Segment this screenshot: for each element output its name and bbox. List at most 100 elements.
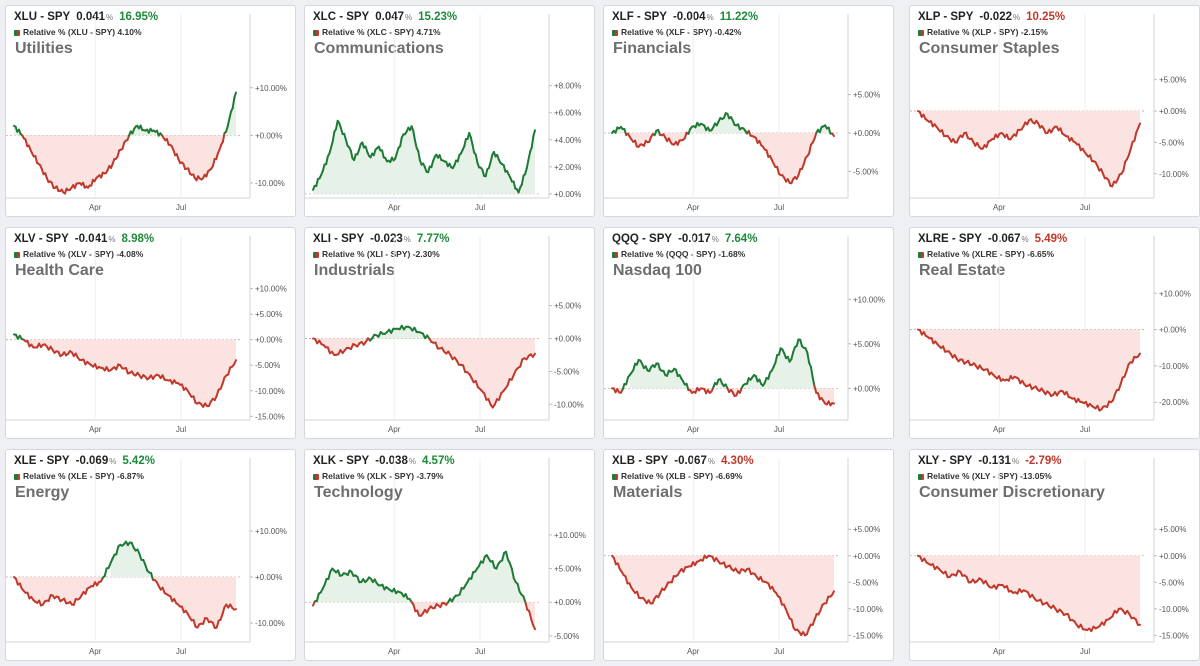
chart-panel[interactable]: XLB - SPY -0.067% 4.30% Relative % (XLB - S… bbox=[603, 449, 894, 661]
sector-title: Utilities bbox=[15, 40, 73, 57]
y-tick-label: +5.00% bbox=[853, 525, 880, 534]
x-tick-label: Jul bbox=[774, 647, 784, 656]
y-tick-label: +0.00% bbox=[554, 598, 581, 607]
relative-legend: Relative % (XLP - SPY) -2.15% bbox=[918, 27, 1048, 37]
chart-panel[interactable]: XLK - SPY -0.038% 4.57% Relative % (XLK - S… bbox=[304, 449, 595, 661]
series-line-segment bbox=[1133, 131, 1138, 142]
y-tick-label: -5.00% bbox=[554, 632, 579, 641]
series-line-segment bbox=[323, 577, 328, 586]
chart-panel[interactable]: XLE - SPY -0.069% 5.42% Relative % (XLE - S… bbox=[5, 449, 296, 661]
series-line-segment bbox=[632, 362, 637, 372]
sector-title: Technology bbox=[314, 484, 403, 501]
x-tick-label: Jul bbox=[176, 425, 186, 434]
series-line-segment bbox=[483, 392, 488, 401]
series-line-segment bbox=[489, 153, 494, 164]
relative-label: Relative % (XLB - SPY) -6.69% bbox=[621, 471, 743, 481]
series-line-segment bbox=[512, 180, 517, 190]
series-line-segment bbox=[501, 551, 506, 562]
series-line-segment bbox=[202, 617, 207, 625]
area-above-zero bbox=[314, 568, 412, 603]
relative-label: Relative % (XLK - SPY) -3.79% bbox=[322, 471, 444, 481]
series-line-segment bbox=[795, 338, 800, 348]
ticker-value: -0.041 bbox=[74, 233, 108, 245]
series-line-segment bbox=[767, 371, 772, 380]
series-line-segment bbox=[430, 160, 435, 169]
performance-value: 5.49% bbox=[1034, 233, 1068, 245]
series-line-segment bbox=[1015, 128, 1019, 137]
series-line-segment bbox=[685, 382, 690, 392]
series-line-segment bbox=[330, 140, 334, 149]
y-tick-label: -10.00% bbox=[853, 605, 883, 614]
series-line-segment bbox=[765, 149, 770, 158]
series-line-segment bbox=[138, 553, 143, 561]
ticker-value: 0.041 bbox=[76, 11, 106, 23]
chart-panel[interactable]: XLC - SPY 0.047% 15.23% Relative % (XLC - S… bbox=[304, 5, 595, 217]
y-tick-label: -5.00% bbox=[853, 167, 878, 176]
series-line-segment bbox=[225, 124, 229, 133]
ticker-header: XLE - SPY -0.069% 5.42% bbox=[14, 455, 155, 467]
series-line-segment bbox=[790, 618, 795, 629]
chart-panel[interactable]: XLV - SPY -0.041% 8.98% Relative % (XLV - S… bbox=[5, 227, 296, 439]
performance-value: 10.25% bbox=[1026, 11, 1066, 23]
relative-performance-chart: Apr Jul +10.00% +0.00% -10.00% -20.00% bbox=[910, 236, 1191, 434]
x-tick-label: Jul bbox=[475, 203, 485, 212]
x-tick-label: Apr bbox=[89, 647, 102, 656]
relative-label: Relative % (XLV - SPY) -4.08% bbox=[23, 249, 144, 259]
sector-title: Nasdaq 100 bbox=[613, 262, 702, 279]
relative-label: Relative % (XLP - SPY) -2.15% bbox=[927, 27, 1048, 37]
ticker-header: XLP - SPY -0.022% 10.25% bbox=[918, 11, 1065, 23]
series-line-segment bbox=[528, 610, 533, 620]
relative-performance-chart: Apr Jul +5.00% +0.00% -5.00% bbox=[604, 14, 880, 212]
series-line-segment bbox=[233, 91, 237, 99]
series-line-segment bbox=[211, 157, 216, 167]
series-line-segment bbox=[941, 129, 945, 138]
ticker-label: XLY - SPY bbox=[918, 455, 973, 467]
x-tick-label: Apr bbox=[687, 425, 700, 434]
series-line-segment bbox=[339, 127, 344, 135]
chart-panel[interactable]: XLP - SPY -0.022% 10.25% Relative % (XLP - … bbox=[909, 5, 1200, 217]
legend-swatch-icon bbox=[313, 473, 319, 480]
chart-panel[interactable]: XLU - SPY 0.041% 16.95% Relative % (XLU - S… bbox=[5, 5, 296, 217]
series-line-segment bbox=[674, 368, 679, 377]
relative-legend: Relative % (XLI - SPY) -2.30% bbox=[313, 249, 440, 259]
y-tick-label: +0.00% bbox=[554, 190, 581, 199]
legend-swatch-icon bbox=[918, 251, 924, 258]
chart-panel[interactable]: XLY - SPY -0.131% -2.79% Relative % (XLY - … bbox=[909, 449, 1200, 661]
series-line-segment bbox=[527, 150, 532, 161]
chart-panel[interactable]: XLI - SPY -0.023% 7.77% Relative % (XLI - S… bbox=[304, 227, 595, 439]
y-tick-label: -15.00% bbox=[1159, 631, 1189, 640]
area-above-zero bbox=[376, 326, 430, 339]
series-line-segment bbox=[221, 376, 226, 386]
series-line-segment bbox=[777, 347, 782, 356]
ticker-label: XLRE - SPY bbox=[918, 233, 982, 245]
relative-label: Relative % (XLE - SPY) -6.87% bbox=[23, 471, 144, 481]
series-line-segment bbox=[1067, 613, 1072, 622]
sector-title: Real Estate bbox=[919, 262, 1006, 279]
ticker-header: XLB - SPY -0.067% 4.30% bbox=[612, 455, 754, 467]
series-line-segment bbox=[165, 137, 170, 146]
chart-panel[interactable]: QQQ - SPY -0.017% 7.64% Relative % (QQQ - S… bbox=[603, 227, 894, 439]
y-tick-label: +10.00% bbox=[255, 285, 287, 294]
area-below-zero bbox=[612, 555, 834, 636]
legend-swatch-icon bbox=[14, 29, 20, 36]
performance-value: 4.30% bbox=[720, 455, 754, 467]
series-line-segment bbox=[326, 346, 331, 355]
ticker-value: -0.067 bbox=[987, 233, 1021, 245]
relative-performance-chart: Apr Jul +10.00% +5.00% +0.00% bbox=[604, 236, 885, 434]
sector-title: Consumer Discretionary bbox=[919, 484, 1105, 501]
area-below-zero bbox=[429, 338, 535, 408]
series-line-segment bbox=[831, 132, 835, 138]
percent-unit: % bbox=[108, 235, 116, 244]
ticker-value: -0.038 bbox=[375, 455, 408, 467]
performance-value: 8.98% bbox=[121, 233, 155, 245]
y-tick-label: -5.00% bbox=[853, 578, 878, 587]
area-above-zero bbox=[14, 125, 225, 136]
series-line-segment bbox=[624, 575, 629, 585]
series-line-segment bbox=[34, 155, 39, 164]
performance-value: 16.95% bbox=[119, 11, 159, 23]
legend-swatch-icon bbox=[313, 29, 319, 36]
relative-performance-chart: Apr Jul +5.00% +0.00% -5.00% -10.00% bbox=[305, 236, 584, 434]
chart-panel[interactable]: XLF - SPY -0.004% 11.22% Relative % (XLF - … bbox=[603, 5, 894, 217]
series-line-segment bbox=[458, 586, 463, 596]
chart-panel[interactable]: XLRE - SPY -0.067% 5.49% Relative % (XLRE -… bbox=[909, 227, 1200, 439]
